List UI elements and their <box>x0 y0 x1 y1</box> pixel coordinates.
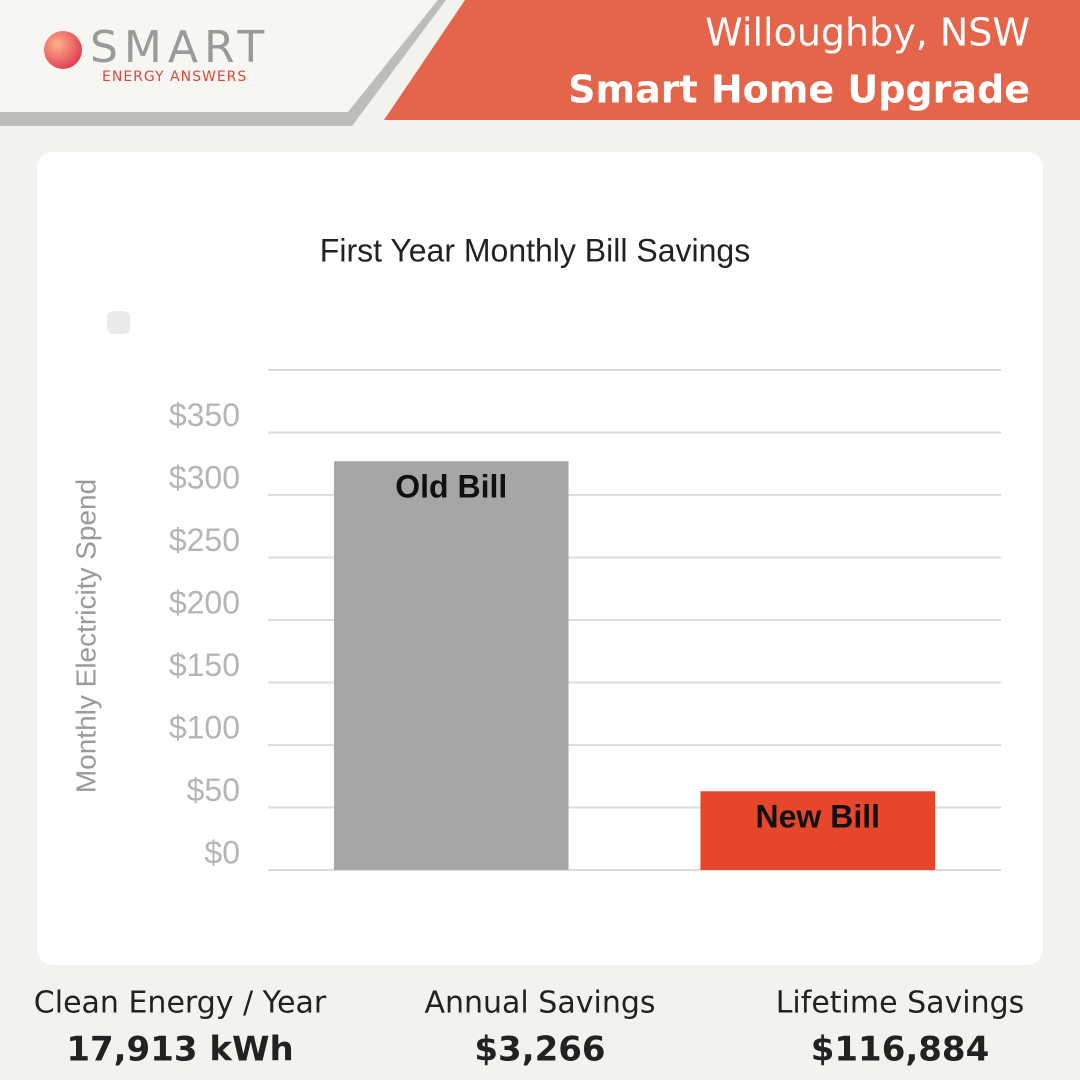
stat-label: Clean Energy / Year <box>34 986 327 1021</box>
panel-shadow <box>0 0 446 126</box>
location: Willoughby, NSW <box>705 11 1030 55</box>
legend-swatch <box>107 311 130 334</box>
y-tick-label: $100 <box>169 709 240 745</box>
logo-panel <box>0 0 435 115</box>
y-tick-label: $300 <box>169 459 240 495</box>
stats: Clean Energy / Year 17,913 kWh Annual Savi… <box>34 986 1025 1070</box>
header-band <box>384 0 1080 120</box>
y-tick-label: $150 <box>169 647 240 683</box>
y-tick-label: $0 <box>204 834 240 870</box>
header-title: Smart Home Upgrade <box>568 68 1030 112</box>
stat-value: 17,913 kWh <box>66 1030 293 1070</box>
logo-subtext: ENERGY ANSWERS <box>102 69 247 85</box>
stat-value: $3,266 <box>474 1030 605 1070</box>
bar <box>700 791 936 870</box>
stat-label: Lifetime Savings <box>776 986 1025 1021</box>
logo-text: SMART <box>90 22 270 73</box>
stat-label: Annual Savings <box>424 986 655 1021</box>
logo-icon <box>44 31 82 69</box>
bar-label: New Bill <box>756 799 880 835</box>
plot: $0 $50 $100 $150 $200 $250 $300 $350 Old Bill New… <box>169 397 1001 871</box>
y-axis-label: Monthly Electricity Spend <box>70 479 101 793</box>
chart-title: First Year Monthly Bill Savings <box>320 232 750 268</box>
stat-value: $116,884 <box>811 1030 990 1070</box>
bar <box>333 461 569 870</box>
y-tick-label: $250 <box>169 522 240 558</box>
y-tick-label: $200 <box>169 584 240 620</box>
y-tick-label: $50 <box>187 772 240 808</box>
bar-label: Old Bill <box>395 469 507 505</box>
y-tick-label: $350 <box>169 397 240 433</box>
